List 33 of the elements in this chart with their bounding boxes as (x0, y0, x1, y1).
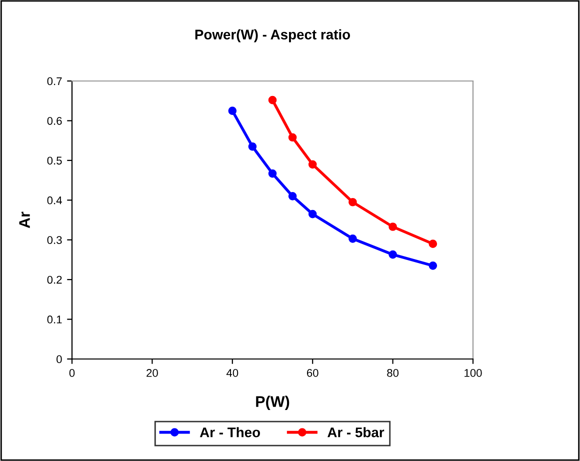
point (388, 222, 397, 231)
y-tick-label: 0.6 (47, 116, 62, 125)
x-tick-label: 40 (226, 369, 238, 377)
y-tick-label: 0.1 (47, 316, 62, 324)
point (228, 106, 237, 115)
point (288, 133, 297, 142)
y-axis-title: Ar (19, 212, 30, 228)
point (268, 96, 277, 104)
x-tick-label: 0 (69, 369, 75, 377)
x-tick-label: 80 (387, 369, 399, 377)
y-tick-label: 0.5 (47, 156, 62, 165)
x-axis-title: P(W) (256, 396, 290, 410)
point (268, 169, 277, 178)
y-tick-label: 0.7 (47, 77, 62, 86)
x-tick-label: 60 (306, 369, 318, 377)
y-tick-label: 0 (56, 355, 62, 364)
point (288, 192, 297, 200)
x-tick-label: 20 (146, 369, 158, 377)
y-tick-label: 0.2 (47, 276, 62, 284)
legend-label: Ar - Theo (200, 427, 260, 438)
point (308, 160, 317, 169)
point (248, 142, 257, 151)
point (428, 240, 438, 248)
point (348, 198, 357, 206)
y-tick-label: 0.4 (47, 196, 62, 204)
point (308, 210, 317, 218)
point (388, 250, 397, 259)
chart-title: Power(W) - Aspect ratio (195, 29, 350, 42)
point (428, 262, 438, 270)
x-tick-label: 100 (464, 369, 482, 377)
legend-label: Ar - 5bar (328, 427, 384, 438)
point (348, 234, 357, 243)
y-tick-label: 0.3 (47, 236, 62, 244)
